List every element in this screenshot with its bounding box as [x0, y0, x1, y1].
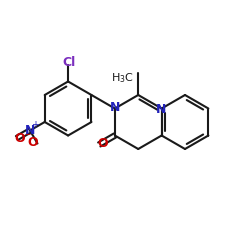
Text: O: O — [97, 137, 108, 150]
Text: N: N — [110, 101, 120, 114]
Text: N: N — [25, 124, 35, 137]
Text: +: + — [31, 120, 39, 130]
Text: O: O — [27, 136, 38, 149]
Text: O: O — [15, 132, 25, 144]
Text: N: N — [156, 103, 166, 116]
Text: Cl: Cl — [62, 56, 76, 69]
Text: H$_3$C: H$_3$C — [111, 71, 134, 85]
Text: $^{-}$: $^{-}$ — [24, 132, 31, 142]
